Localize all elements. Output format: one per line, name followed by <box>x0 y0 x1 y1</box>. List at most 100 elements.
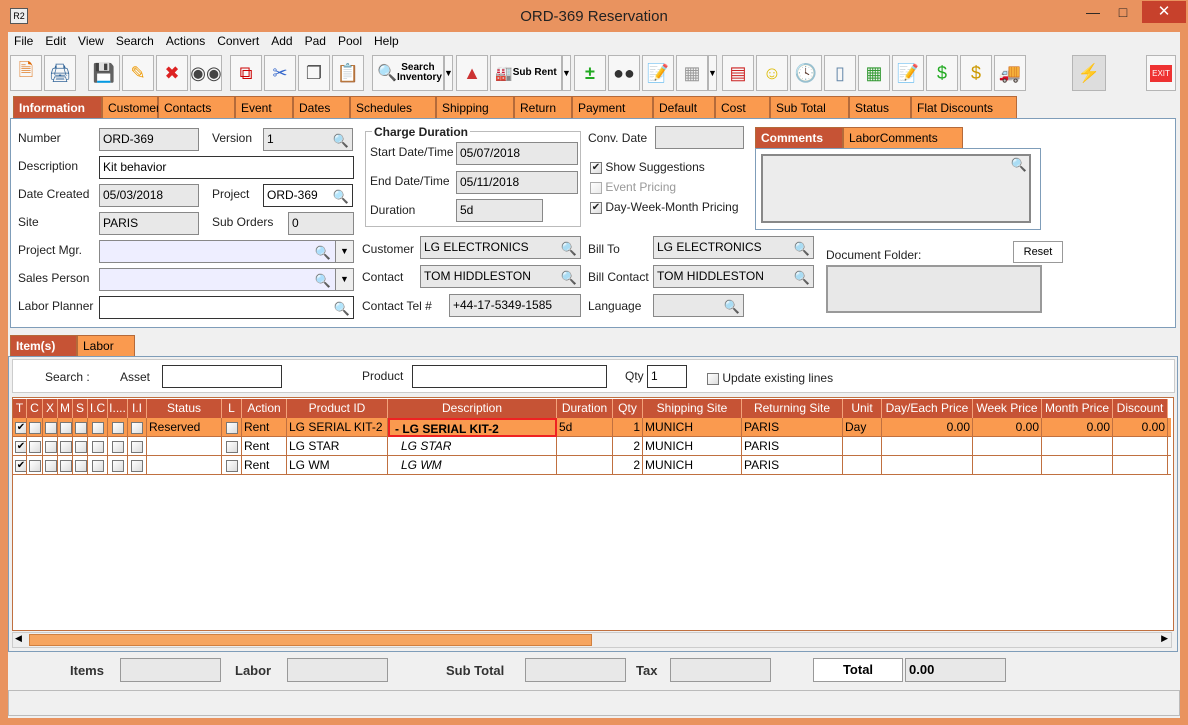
cell-unit[interactable] <box>843 456 882 475</box>
checkbox-unchecked[interactable] <box>60 421 72 434</box>
cell-description[interactable]: LG WM <box>388 456 557 475</box>
cell-month-price[interactable] <box>1042 437 1113 456</box>
tab-comments[interactable]: Comments <box>755 127 843 148</box>
checkbox-unchecked[interactable] <box>225 440 238 453</box>
row-checkbox-cell[interactable] <box>88 456 108 475</box>
comments-textarea[interactable]: 🔍 <box>761 154 1031 223</box>
row-checkbox-cell[interactable] <box>222 456 242 475</box>
row-checkbox-cell[interactable] <box>108 456 128 475</box>
language-field[interactable]: 🔍 <box>653 294 744 317</box>
checkbox-unchecked[interactable] <box>29 459 41 472</box>
row-checkbox-cell[interactable]: ✔ <box>13 437 27 456</box>
close-button[interactable]: ✕ <box>1142 1 1186 23</box>
cell-day-price[interactable] <box>882 437 973 456</box>
cell-qty[interactable]: 1 <box>613 418 643 437</box>
menu-view[interactable]: View <box>78 34 104 48</box>
money-forward-icon[interactable]: $ <box>926 55 958 91</box>
reset-button[interactable]: Reset <box>1013 241 1063 263</box>
end-date-field[interactable]: 05/11/2018 <box>456 171 578 194</box>
cell-discount[interactable]: 0.00 <box>1113 418 1168 437</box>
cell-product-id[interactable]: LG STAR <box>287 437 388 456</box>
color-blocks-icon[interactable]: ▦ <box>858 55 890 91</box>
row-checkbox-cell[interactable] <box>88 437 108 456</box>
cell-description[interactable]: - LG SERIAL KIT-2 <box>388 418 557 437</box>
cell-day-price[interactable]: 0.00 <box>882 418 973 437</box>
hierarchy-icon[interactable]: ▤ <box>722 55 754 91</box>
search-icon[interactable]: 🔍 <box>314 245 331 260</box>
customer-field[interactable]: LG ELECTRONICS 🔍 <box>420 236 581 259</box>
row-checkbox-cell[interactable] <box>43 437 58 456</box>
contact-tel-field[interactable]: +44-17-5349-1585 <box>449 294 581 317</box>
tab-information[interactable]: Information <box>13 96 102 118</box>
column-header[interactable]: Qty <box>613 399 643 418</box>
checkbox-unchecked[interactable] <box>29 421 41 434</box>
tab-sub-total[interactable]: Sub Total <box>770 96 849 118</box>
edit-pencil-icon[interactable]: ✎ <box>122 55 154 91</box>
row-checkbox-cell[interactable] <box>43 456 58 475</box>
menu-file[interactable]: File <box>14 34 34 48</box>
version-field[interactable]: 1 🔍 <box>263 128 353 151</box>
schedule-icon[interactable]: 🕓 <box>790 55 822 91</box>
checkbox-unchecked[interactable] <box>131 440 143 453</box>
checkbox-unchecked[interactable] <box>45 459 57 472</box>
contact-field[interactable]: TOM HIDDLESTON 🔍 <box>420 265 581 288</box>
cell-shipping-site[interactable]: MUNICH <box>643 456 742 475</box>
row-checkbox-cell[interactable] <box>88 418 108 437</box>
column-header[interactable]: Product ID <box>287 399 388 418</box>
labor-planner-field[interactable]: 🔍 <box>99 296 354 319</box>
column-header[interactable]: I.... <box>108 399 128 418</box>
menu-pad[interactable]: Pad <box>304 34 326 48</box>
row-checkbox-cell[interactable] <box>222 418 242 437</box>
row-checkbox-cell[interactable] <box>128 456 147 475</box>
smiley-icon[interactable]: ☺ <box>756 55 788 91</box>
new-icon[interactable]: 🗎 <box>10 55 42 91</box>
bill-to-field[interactable]: LG ELECTRONICS 🔍 <box>653 236 814 259</box>
row-checkbox-cell[interactable] <box>222 437 242 456</box>
cell-month-price[interactable]: 0.00 <box>1042 418 1113 437</box>
cell-unit[interactable] <box>843 437 882 456</box>
checkbox-unchecked[interactable] <box>225 459 238 472</box>
tab-status[interactable]: Status <box>849 96 911 118</box>
cell-duration[interactable] <box>557 456 613 475</box>
duration-field[interactable]: 5d <box>456 199 543 222</box>
cell-month-price[interactable] <box>1042 456 1113 475</box>
tab-dates[interactable]: Dates <box>293 96 350 118</box>
cell-status[interactable] <box>147 437 222 456</box>
checkbox-checked[interactable]: ✔ <box>590 161 602 174</box>
menu-add[interactable]: Add <box>271 34 293 48</box>
truck-icon[interactable]: 🚚 <box>994 55 1026 91</box>
cell-qty[interactable]: 2 <box>613 437 643 456</box>
tab-default[interactable]: Default <box>653 96 715 118</box>
row-checkbox-cell[interactable] <box>108 437 128 456</box>
menu-convert[interactable]: Convert <box>217 34 260 48</box>
checkbox-checked[interactable]: ✔ <box>590 201 602 214</box>
checkbox-unchecked[interactable] <box>60 440 72 453</box>
project-field[interactable]: ORD-369 🔍 <box>263 184 353 207</box>
column-header[interactable]: Action <box>242 399 287 418</box>
row-checkbox-cell[interactable] <box>27 456 43 475</box>
column-header[interactable]: Month Price <box>1042 399 1113 418</box>
search-icon[interactable]: 🔍 <box>332 189 349 204</box>
column-header[interactable]: I.C <box>88 399 108 418</box>
show-suggestions-checkbox[interactable]: ✔ Show Suggestions <box>590 160 705 174</box>
checklist-icon[interactable]: 📝 <box>642 55 674 91</box>
delete-icon[interactable]: ✖ <box>156 55 188 91</box>
search-icon[interactable]: 🔍 <box>793 270 810 285</box>
cell-status[interactable] <box>147 456 222 475</box>
scrollbar-thumb[interactable] <box>29 634 592 646</box>
chevron-down-icon[interactable]: ▼ <box>335 241 353 262</box>
scroll-right-icon[interactable]: ▶ <box>1161 633 1168 643</box>
checkbox-checked[interactable]: ✔ <box>15 459 26 472</box>
cell-week-price[interactable]: 0.00 <box>973 418 1042 437</box>
column-header[interactable]: M <box>58 399 73 418</box>
cell-action[interactable]: Rent <box>242 456 287 475</box>
column-header[interactable]: L <box>222 399 242 418</box>
date-created-field[interactable]: 05/03/2018 <box>99 184 199 207</box>
checkbox-unchecked[interactable] <box>707 372 719 385</box>
table-row[interactable]: ✔ Reserved Rent LG SERIAL KIT-2- LG SERIAL … <box>13 418 1171 437</box>
cell-week-price[interactable] <box>973 456 1042 475</box>
menu-actions[interactable]: Actions <box>165 34 206 48</box>
tab-flat-discounts[interactable]: Flat Discounts <box>911 96 1017 118</box>
checkbox-unchecked[interactable] <box>75 421 87 434</box>
column-header[interactable]: Unit <box>843 399 882 418</box>
